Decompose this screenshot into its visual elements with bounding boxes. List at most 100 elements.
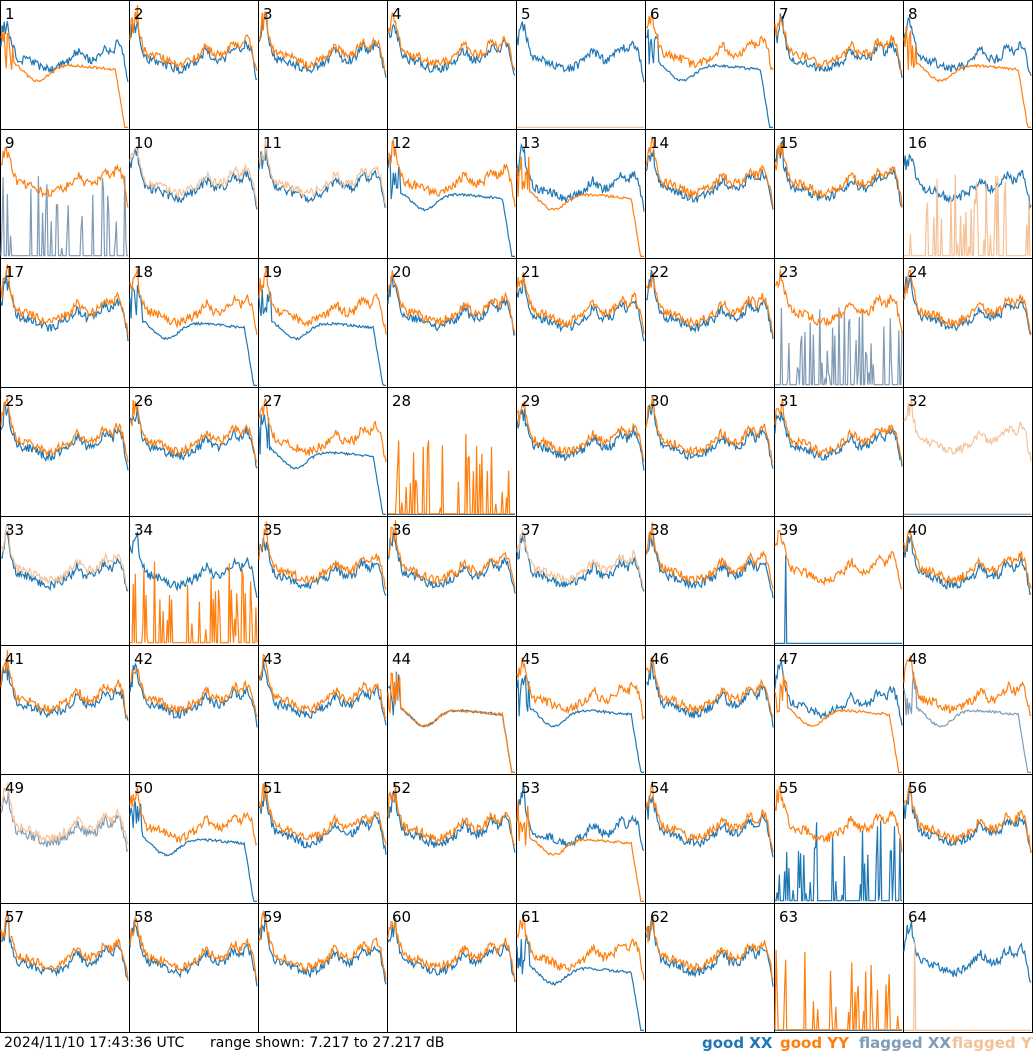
tile-36-xx-line [387,529,516,594]
tile-label: 14 [650,134,669,152]
tile-17: 17 [0,258,130,388]
tile-52-xx-line [387,789,516,853]
tile-13-xx-line [516,142,645,212]
tile-22: 22 [645,258,775,388]
tile-21-xx-line [516,272,645,342]
tile-2-yy-line [129,5,258,72]
tile-7-xx-line [774,13,903,78]
tile-38: 38 [645,516,775,646]
tile-frame [0,0,130,130]
tile-label: 33 [5,521,24,539]
tile-18-yy-line [129,268,258,335]
tile-42-xx-line [129,662,258,728]
tile-29-yy-line [516,400,645,462]
tile-26-yy-line [129,399,258,463]
tile-3: 3 [258,0,388,130]
tile-32: 32 [903,387,1033,517]
tile-label: 64 [908,908,927,926]
tile-label: 61 [521,908,540,926]
tile-frame [516,0,646,130]
tile-47-yy-line [774,674,902,773]
tile-label: 32 [908,392,927,410]
tile-27-xx-line [258,414,386,515]
tile-47: 47 [774,645,904,775]
legend-flagged-yy: flagged YY [952,1034,1033,1052]
tile-4-yy-line [387,11,516,71]
tile-13: 13 [516,129,646,259]
tile-45-yy-line [516,657,645,721]
tile-42-yy-line [129,667,258,718]
tile-label: 7 [779,5,789,23]
tile-7: 7 [774,0,904,130]
tile-52: 52 [387,774,517,904]
tile-30-xx-line [645,400,774,469]
tile-12: 12 [387,129,517,259]
tile-35-yy-line [258,521,387,590]
tile-55-yy-line [774,785,903,853]
tile-37-yy-line [516,529,645,590]
tile-9-yy-line [1,147,129,208]
tile-label: 26 [134,392,153,410]
tile-49-xx-line [0,790,129,853]
tile-31: 31 [774,387,904,517]
tile-31-xx-line [774,411,903,467]
tile-10-yy-line [129,147,258,208]
tile-48-xx-line [903,671,1031,773]
tile-label: 8 [908,5,918,23]
tile-49-yy-line [0,782,129,845]
tile-label: 55 [779,779,798,797]
tile-label: 25 [5,392,24,410]
tile-60: 60 [387,903,517,1033]
tile-49: 49 [0,774,130,904]
tile-38-xx-line [645,531,774,599]
tile-4: 4 [387,0,517,130]
tile-14: 14 [645,129,775,259]
tile-48: 48 [903,645,1033,775]
tile-20: 20 [387,258,517,388]
tile-9: 9 [0,129,130,259]
tile-frame [0,129,130,259]
tile-label: 28 [392,392,411,410]
tile-3-yy-line [258,11,387,73]
tile-42: 42 [129,645,259,775]
tile-50-xx-line [129,801,257,902]
tile-23-yy-line [774,269,903,334]
tile-61: 61 [516,903,646,1033]
tile-label: 37 [521,521,540,539]
tile-24: 24 [903,258,1033,388]
tile-label: 29 [521,392,540,410]
tile-34-xx-line [129,531,258,599]
tile-36-yy-line [387,520,516,590]
tile-24-yy-line [903,269,1032,334]
tile-label: 46 [650,650,669,668]
tile-61-yy-line [516,916,645,981]
tile-15-yy-line [774,143,903,207]
tile-17-yy-line [0,264,129,336]
tile-label: 51 [263,779,282,797]
tile-44-xx-line [387,671,515,773]
tile-6: 6 [645,0,775,130]
tile-43: 43 [258,645,388,775]
tile-56-xx-line [903,784,1032,854]
tile-16-xx-line [903,153,1032,210]
tile-52-yy-line [387,783,516,847]
tile-16: 16 [903,129,1033,259]
tile-40-yy-line [903,529,1032,589]
tile-30-yy-line [645,396,774,462]
tile-51-yy-line [258,782,387,845]
tile-51: 51 [258,774,388,904]
tile-39-yy-line [774,529,903,590]
tile-62-xx-line [645,917,774,987]
tile-label: 5 [521,5,531,23]
tile-label: 19 [263,263,282,281]
tile-label: 22 [650,263,669,281]
tile-10: 10 [129,129,259,259]
tile-label: 3 [263,5,273,23]
tile-label: 23 [779,263,798,281]
tile-23-xx-line [775,307,903,386]
tile-14-yy-line [645,136,774,207]
tile-label: 48 [908,650,927,668]
tile-34-yy-line [130,561,258,644]
tile-32-yy-line [903,396,1032,462]
tile-19-xx-line [258,288,386,386]
